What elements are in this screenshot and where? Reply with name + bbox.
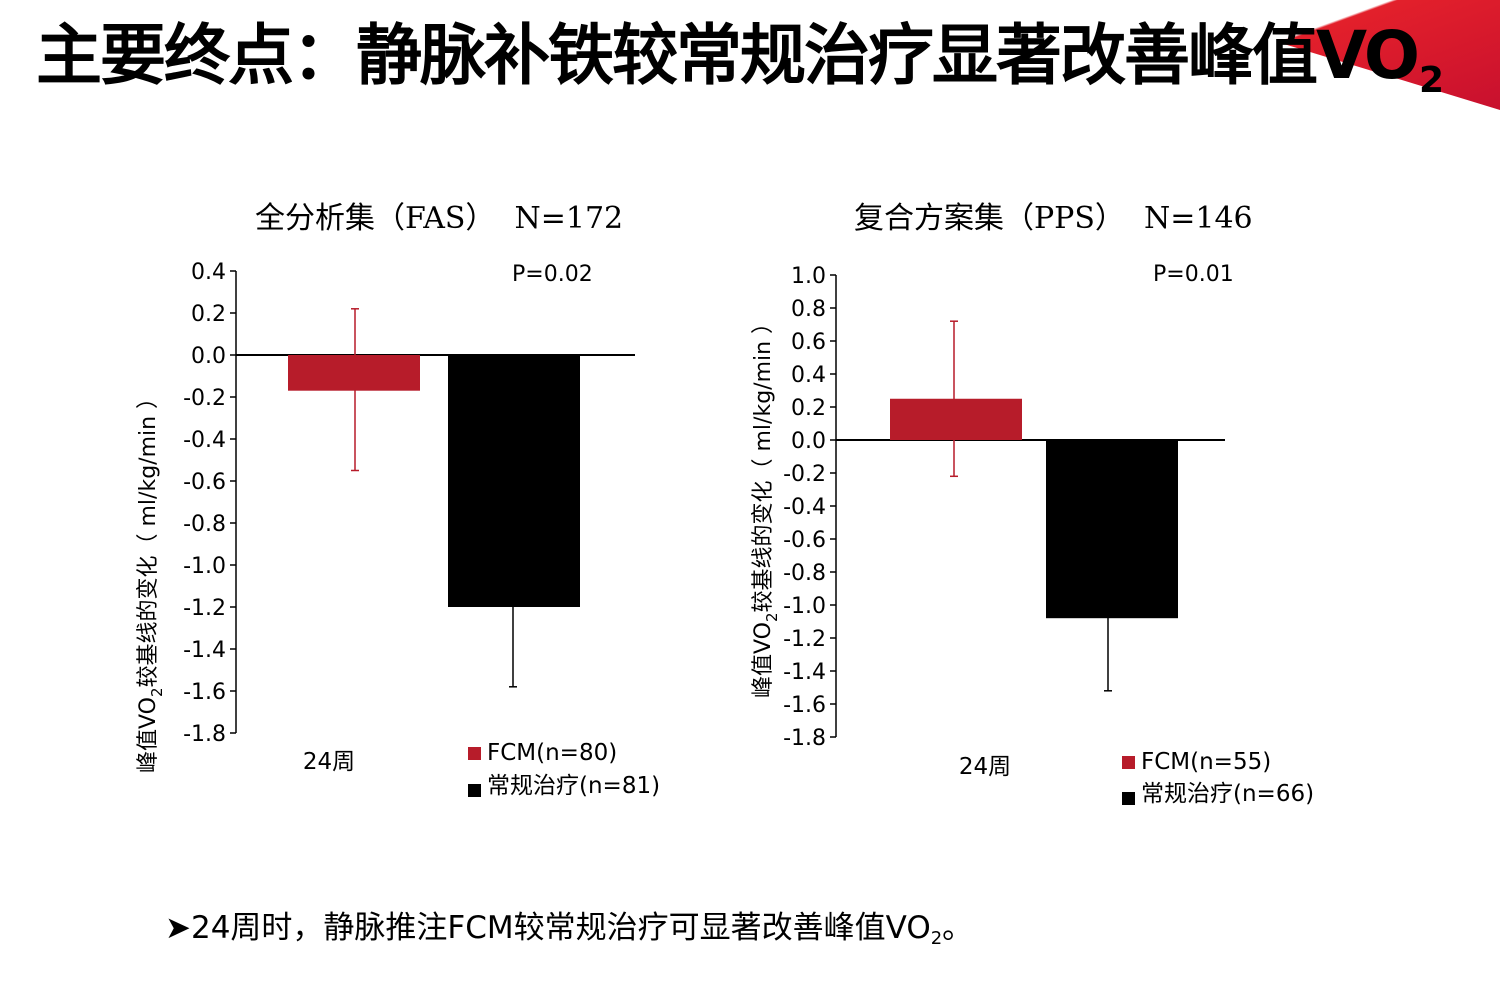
legend-label-fcm: FCM(n=80) — [487, 740, 617, 766]
error-bars — [950, 320, 1112, 692]
error-bars — [351, 308, 517, 688]
y-tick-label: 0.4 — [791, 363, 826, 388]
y-ticks: 0.4 0.2 0.0 -0.2 -0.4 -0.6 -0.8 -1.0 -1.2 -1.4 -1.… — [183, 260, 236, 747]
y-tick-label: -1.8 — [783, 726, 826, 751]
y-tick-label: -1.6 — [183, 680, 226, 705]
y-tick-label: -1.2 — [183, 596, 226, 621]
y-tick-label: -0.8 — [183, 512, 226, 537]
legend: FCM(n=80) 常规治疗(n=81) — [468, 740, 660, 799]
y-tick-label: 0.0 — [191, 344, 226, 369]
chart-pps: 复合方案集（PPS） N=146 P=0.01 峰值VO2较基线的变化（ ml/… — [751, 201, 1314, 807]
legend-label-fcm: FCM(n=55) — [1141, 749, 1271, 775]
x-category-label: 24周 — [303, 749, 355, 775]
bars — [288, 355, 580, 607]
y-tick-label: -0.4 — [783, 495, 826, 520]
legend-label-standard: 常规治疗(n=81) — [487, 773, 660, 799]
y-ticks: 1.0 0.8 0.6 0.4 0.2 0.0 -0.2 -0.4 -0.6 -0.8 -1.0 -1… — [783, 264, 836, 751]
legend-swatch-fcm — [468, 747, 481, 760]
y-tick-label: 0.4 — [191, 260, 226, 285]
bar-standard — [448, 355, 580, 607]
chart-title: 全分析集（FAS） N=172 — [255, 201, 623, 236]
bars — [890, 398, 1178, 619]
y-tick-label: -0.2 — [183, 386, 226, 411]
legend-swatch-standard — [468, 784, 481, 797]
bar-standard — [1046, 440, 1178, 619]
y-tick-label: 0.8 — [791, 297, 826, 322]
y-tick-label: -1.4 — [783, 660, 826, 685]
legend-label-standard: 常规治疗(n=66) — [1141, 781, 1314, 807]
y-tick-label: -1.0 — [183, 554, 226, 579]
y-tick-label: -1.2 — [783, 627, 826, 652]
y-tick-label: 1.0 — [791, 264, 826, 289]
arrow-bullet-icon: ➤ — [165, 910, 191, 946]
y-tick-label: -0.6 — [183, 470, 226, 495]
y-tick-label: -0.4 — [183, 428, 226, 453]
chart-fas: 全分析集（FAS） N=172 P=0.02 峰值VO2较基线的变化（ ml/k… — [136, 201, 660, 799]
y-tick-label: 0.6 — [791, 330, 826, 355]
p-value: P=0.02 — [512, 262, 593, 287]
y-axis-label: 峰值VO2较基线的变化（ ml/kg/min ） — [751, 312, 781, 698]
y-axis-label: 峰值VO2较基线的变化（ ml/kg/min ） — [136, 387, 166, 773]
y-tick-label: -0.6 — [783, 528, 826, 553]
y-tick-label: 0.0 — [791, 429, 826, 454]
y-tick-label: 0.2 — [191, 302, 226, 327]
page-title: 主要终点：静脉补铁较常规治疗显著改善峰值VO2 — [36, 17, 1444, 101]
legend-swatch-fcm — [1122, 756, 1135, 769]
y-tick-label: -1.6 — [783, 693, 826, 718]
conclusion-bullet: ➤24周时，静脉推注FCM较常规治疗可显著改善峰值VO2。 — [165, 910, 974, 949]
legend-swatch-standard — [1122, 792, 1135, 805]
y-tick-label: -0.2 — [783, 462, 826, 487]
bar-fcm — [288, 355, 420, 391]
bar-fcm — [890, 398, 1022, 440]
y-tick-label: -0.8 — [783, 561, 826, 586]
y-tick-label: 0.2 — [791, 396, 826, 421]
p-value: P=0.01 — [1153, 262, 1234, 287]
chart-title: 复合方案集（PPS） N=146 — [854, 201, 1253, 236]
legend: FCM(n=55) 常规治疗(n=66) — [1122, 749, 1314, 807]
y-tick-label: -1.4 — [183, 638, 226, 663]
y-tick-label: -1.0 — [783, 594, 826, 619]
x-category-label: 24周 — [959, 754, 1011, 780]
y-tick-label: -1.8 — [183, 722, 226, 747]
